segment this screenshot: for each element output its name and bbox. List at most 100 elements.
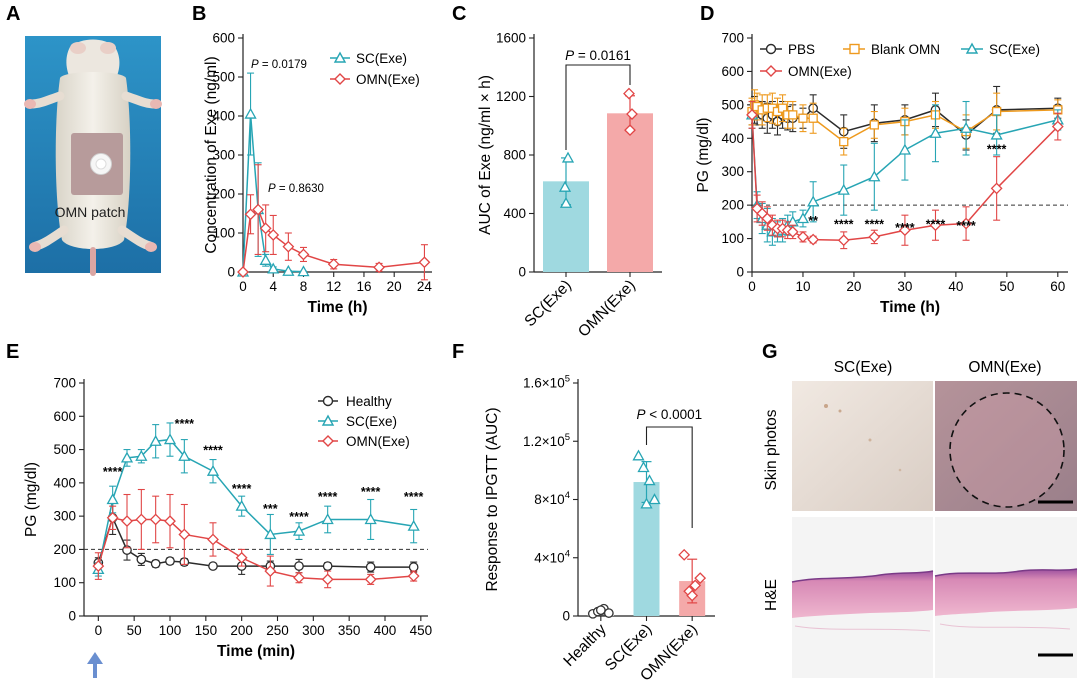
data-point <box>898 143 912 155</box>
data-point <box>761 212 774 225</box>
data-point <box>797 230 809 243</box>
data-point <box>120 451 134 463</box>
x-tick-label: 0 <box>95 623 103 638</box>
data-point <box>365 562 376 572</box>
injection-arrow-icon <box>87 652 103 678</box>
legend-e-healthy: Healthy <box>346 394 392 409</box>
y-tick-label: 300 <box>212 148 235 163</box>
data-point <box>244 107 257 119</box>
y-tick-label: 800 <box>503 148 526 163</box>
data-point <box>252 203 265 216</box>
panel-label-e: E <box>6 341 19 363</box>
y-tick-label: 200 <box>212 187 235 202</box>
data-point <box>259 253 272 265</box>
panel-label-d: D <box>700 3 714 25</box>
legend-b: SC(Exe) OMN(Exe) <box>330 51 420 87</box>
significance-stars: **** <box>987 142 1007 156</box>
chart-e-ipgtt: 0 100 200 300 400 500 600 700 0 50 100 150 200 250 300… <box>23 376 432 661</box>
y-axis-title: Concentration of Exe (ng/ml) <box>203 56 220 253</box>
data-point <box>960 217 972 230</box>
data-point <box>868 170 881 182</box>
y-tick-label: 100 <box>721 231 744 246</box>
data-point <box>106 511 119 524</box>
bar <box>607 113 653 272</box>
chart-c-auc-bar: 0 400 800 1200 1600 AUC of Exe (ng/ml × h) SC(… <box>477 31 662 341</box>
x-tick-label: 40 <box>948 279 963 294</box>
data-point <box>178 528 191 541</box>
p-value-b1: P = 0.0179 <box>251 59 307 71</box>
y-tick-label: 500 <box>53 442 76 457</box>
significance-stars: **** <box>404 490 424 504</box>
bar-group-Healthy <box>587 603 614 619</box>
x-tick-label: 150 <box>195 623 218 638</box>
significance-stars: **** <box>926 218 946 232</box>
series-OMN(Exe) <box>92 488 420 589</box>
bar-group-SC(Exe) <box>543 151 589 272</box>
significance-stars: **** <box>175 417 195 431</box>
x-tick-label: 50 <box>127 623 142 638</box>
x-axis-title: Time (h) <box>880 299 940 316</box>
data-point <box>150 558 161 569</box>
x-tick-label: 0 <box>239 279 247 294</box>
panel-g-images: SC(Exe) OMN(Exe) Skin photos H&E <box>763 359 1078 678</box>
significance-bracket <box>645 426 693 528</box>
data-point <box>689 579 702 592</box>
data-point <box>235 499 248 511</box>
y-tick-label: 600 <box>212 31 235 46</box>
y-tick-label: 400 <box>503 206 526 221</box>
significance-stars: ** <box>808 214 818 228</box>
data-point <box>297 248 310 261</box>
data-point <box>244 208 257 221</box>
data-point <box>327 258 340 271</box>
data-point <box>292 524 306 536</box>
significance-stars: **** <box>865 218 885 232</box>
data-point <box>264 565 277 577</box>
panel-label-a: A <box>6 3 20 25</box>
series-OMN(Exe) <box>237 164 431 281</box>
data-point <box>808 113 818 123</box>
significance-stars: **** <box>318 490 338 504</box>
y-tick-label: 100 <box>212 226 235 241</box>
data-point <box>164 515 176 528</box>
patch-area-circle <box>949 392 1065 508</box>
legend-d-blank-marker <box>843 43 865 55</box>
y-tick-label: 1.6×105 <box>523 374 570 391</box>
data-point <box>746 108 758 121</box>
y-tick-label: 200 <box>53 542 76 557</box>
data-point <box>408 562 419 572</box>
data-point <box>624 124 636 137</box>
x-tick-label: 20 <box>387 279 402 294</box>
skin-photo-omn <box>935 381 1077 511</box>
data-point <box>165 556 175 566</box>
panel-label-g: G <box>762 341 778 363</box>
x-tick-label: 4 <box>269 279 277 294</box>
data-point <box>1051 120 1064 133</box>
data-point <box>364 513 377 525</box>
rat-photo: OMN patch <box>24 36 162 276</box>
g-row-label-skin: Skin photos <box>763 409 780 490</box>
data-point <box>678 548 691 561</box>
y-tick-label: 4×104 <box>534 548 570 565</box>
legend-e-sc: SC(Exe) <box>346 414 397 429</box>
omn-patch-label: OMN patch <box>55 204 126 220</box>
data-point <box>267 229 280 241</box>
legend-d-omn-marker <box>760 65 782 77</box>
data-point <box>559 196 573 208</box>
legend-d-blank: Blank OMN <box>871 42 940 57</box>
x-tick-label: 60 <box>1050 279 1065 294</box>
x-tick-label: SC(Exe) <box>521 277 574 330</box>
data-point <box>626 108 638 120</box>
y-tick-label: 500 <box>212 70 235 85</box>
legend-e-healthy-marker <box>318 395 338 407</box>
data-point <box>869 120 879 130</box>
data-point <box>839 136 849 147</box>
data-point <box>558 180 572 192</box>
data-point <box>837 183 850 195</box>
chart-f-ipgtt-auc-bar: 0 4×104 8×104 1.2×105 1.6×105 Response to IPG… <box>484 374 715 685</box>
x-axis-title: Time (h) <box>308 299 368 316</box>
y-tick-label: 500 <box>721 97 744 112</box>
data-point <box>898 224 911 237</box>
y-axis-title: PG (mg/dl) <box>695 118 712 193</box>
data-point <box>206 464 220 476</box>
significance-stars: **** <box>361 485 381 499</box>
